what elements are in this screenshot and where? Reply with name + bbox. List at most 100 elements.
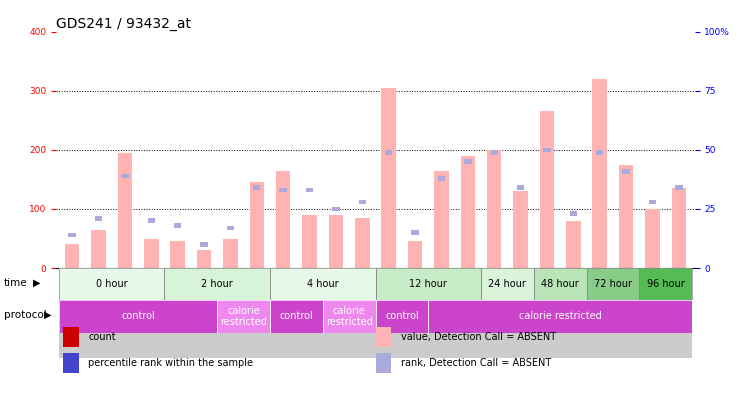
Bar [303,215,317,268]
Bar [376,268,481,300]
Bar [534,268,560,358]
Bar [613,268,639,358]
Bar [376,353,391,373]
Bar [59,300,217,333]
Bar [355,218,369,268]
Bar [460,156,475,268]
Bar [68,232,76,237]
Bar [675,185,683,190]
Bar [270,268,297,358]
Bar [438,176,445,181]
Bar [534,268,587,300]
Bar [587,268,639,300]
Bar [566,221,581,268]
Bar [323,300,376,333]
Bar [543,148,550,152]
Bar [665,268,692,358]
Text: protocol: protocol [4,310,47,320]
Bar [671,188,686,268]
Bar [62,327,79,347]
Bar [92,230,106,268]
Bar [270,268,376,300]
Bar [332,207,339,211]
Bar [59,300,217,333]
Text: 72 hour: 72 hour [594,279,632,289]
Bar [359,200,366,204]
Bar [59,268,164,300]
Bar [481,268,534,300]
Bar [197,250,211,268]
Bar [164,268,191,358]
Bar [191,268,217,358]
Bar [227,226,234,230]
Bar [297,268,323,358]
Bar [170,242,185,268]
Bar [623,169,630,173]
Text: rank, Detection Call = ABSENT: rank, Detection Call = ABSENT [401,358,551,368]
Bar [639,268,692,300]
Bar [385,150,392,154]
Bar [639,268,692,300]
Bar [587,268,639,300]
Text: calorie restricted: calorie restricted [519,311,602,322]
Bar [243,268,270,358]
Bar [164,268,270,300]
Bar [408,242,422,268]
Bar [514,191,528,268]
Bar [279,188,287,192]
Bar [95,216,102,221]
Bar [376,300,428,333]
Text: calorie
restricted: calorie restricted [326,306,372,327]
Bar [270,300,323,333]
Bar [62,353,79,373]
Bar [112,268,138,358]
Bar [593,79,607,268]
Text: 4 hour: 4 hour [307,279,339,289]
Bar [464,159,472,164]
Text: control: control [279,311,313,322]
Bar [249,183,264,268]
Bar [201,242,208,247]
Bar [428,300,692,333]
Bar [59,268,86,358]
Bar [270,268,376,300]
Bar [560,268,587,358]
Bar [174,223,181,228]
Bar [587,268,613,358]
Text: value, Detection Call = ABSENT: value, Detection Call = ABSENT [401,332,556,342]
Bar [487,150,502,268]
Text: count: count [89,332,116,342]
Text: ▶: ▶ [33,278,41,288]
Bar [144,238,158,268]
Text: 48 hour: 48 hour [541,279,579,289]
Bar [508,268,534,358]
Bar [412,230,419,235]
Bar [481,268,534,300]
Bar [570,211,577,216]
Bar [349,268,376,358]
Bar [376,268,402,358]
Text: GDS241 / 93432_at: GDS241 / 93432_at [56,17,192,30]
Text: calorie
restricted: calorie restricted [220,306,267,327]
Bar [540,111,554,268]
Bar [619,165,633,268]
Text: ▶: ▶ [44,310,51,320]
Bar [376,327,391,347]
Bar [86,268,112,358]
Text: 96 hour: 96 hour [647,279,684,289]
Bar [217,268,243,358]
Bar [148,219,155,223]
Text: time: time [4,278,27,288]
Bar [481,268,508,358]
Text: 24 hour: 24 hour [488,279,526,289]
Bar [223,238,237,268]
Bar [121,173,128,178]
Bar [65,244,80,268]
Bar [596,150,603,154]
Text: control: control [121,311,155,322]
Bar [428,300,692,333]
Bar [323,300,376,333]
Text: 0 hour: 0 hour [96,279,128,289]
Bar [329,215,343,268]
Bar [118,153,132,268]
